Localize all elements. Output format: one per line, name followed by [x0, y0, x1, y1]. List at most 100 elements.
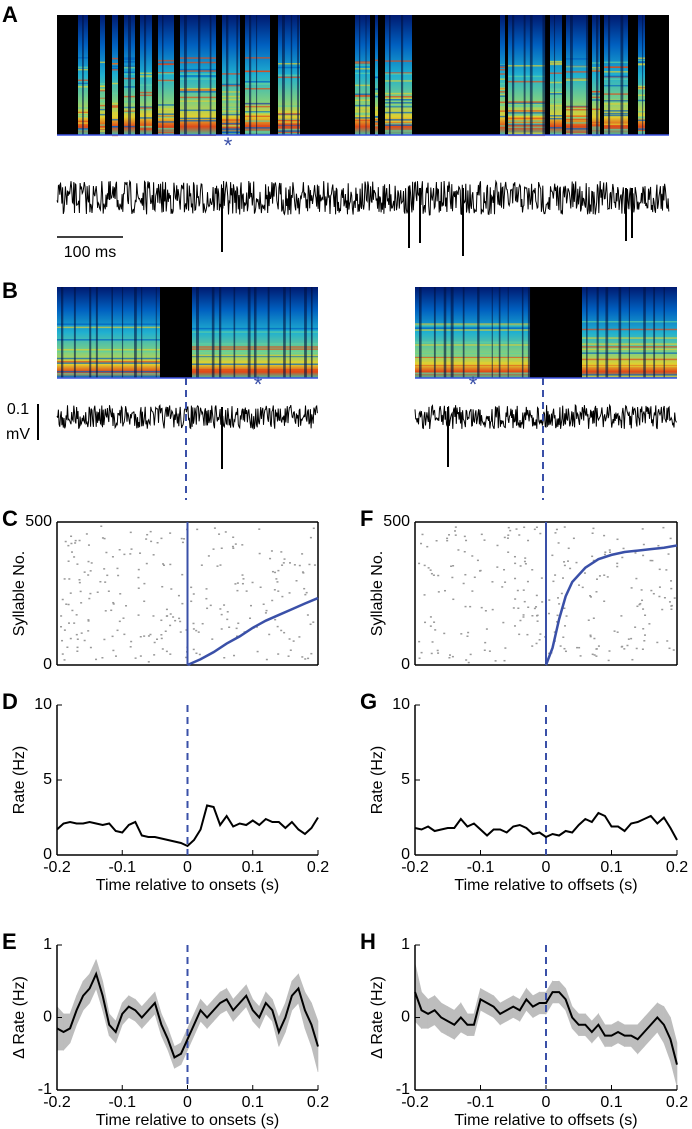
raster-tick	[134, 657, 137, 659]
x-tick-label: -0.1	[108, 859, 136, 876]
spectrogram-band	[57, 357, 160, 360]
spectrogram-band	[508, 126, 545, 129]
spectrogram-band	[566, 78, 588, 81]
raster-tick	[116, 567, 119, 570]
raster-tick	[515, 528, 518, 530]
y-tick-label: -1	[38, 1081, 52, 1098]
raster-tick	[216, 565, 219, 567]
spectrogram-band	[500, 88, 505, 90]
raster-tick	[190, 586, 193, 589]
y-tick-label: -1	[396, 1081, 410, 1098]
raster-tick	[504, 581, 507, 583]
raster-tick	[192, 593, 195, 595]
raster-tick	[156, 638, 159, 641]
y-axis-label: Syllable No.	[11, 551, 28, 636]
raster-tick	[192, 622, 195, 625]
spectrogram-band	[638, 57, 645, 59]
spectrogram-band	[500, 78, 505, 80]
y-tick-label: 0	[401, 1009, 410, 1026]
spectrogram-band	[550, 104, 562, 107]
raster-tick	[448, 654, 451, 656]
raster-tick	[304, 593, 307, 596]
spectrogram-band	[180, 119, 216, 122]
raster-tick	[541, 601, 544, 603]
spectrogram-band	[385, 72, 412, 74]
raster-tick	[309, 623, 312, 626]
spectrogram-band	[57, 359, 160, 361]
spectrogram-band	[57, 375, 160, 378]
raster-tick	[288, 562, 291, 564]
y-tick-label: 0	[401, 846, 410, 863]
raster-tick	[104, 610, 107, 612]
raster-tick	[169, 653, 172, 655]
raster-tick	[139, 552, 142, 554]
raster-tick	[63, 659, 66, 661]
spectrogram-band	[375, 76, 378, 79]
raster-tick	[129, 553, 132, 555]
raster-tick	[670, 605, 673, 607]
spectrogram-band	[415, 324, 530, 327]
raster-tick	[432, 574, 435, 576]
y-axis-label: Δ Rate (Hz)	[369, 976, 386, 1059]
x-tick-label: -0.1	[467, 859, 495, 876]
raster-tick	[452, 598, 455, 601]
spectrogram-band	[278, 128, 300, 131]
raster-tick	[312, 621, 315, 623]
spectrogram-band	[508, 114, 545, 116]
spectrogram-band	[355, 68, 370, 70]
spectrogram-band	[566, 117, 588, 119]
raster-tick	[641, 648, 644, 650]
raster-tick	[237, 622, 240, 625]
x-tick-label: 0.2	[666, 859, 688, 876]
spectrogram-band	[180, 70, 216, 72]
spectrogram-gap	[226, 15, 229, 135]
spectrogram-band	[638, 119, 645, 122]
raster-tick	[201, 622, 204, 625]
raster-tick	[666, 640, 669, 642]
raster-tick	[170, 588, 173, 590]
spectrogram-band	[375, 59, 378, 62]
spectrogram-band	[245, 125, 270, 127]
raster-tick	[281, 564, 284, 566]
raster-tick	[301, 656, 304, 658]
raster-tick	[164, 630, 167, 633]
spectrogram-syllable	[112, 15, 118, 135]
raster-tick	[232, 547, 235, 550]
raster-tick	[78, 579, 81, 581]
raster-tick	[509, 529, 512, 532]
spectrogram-band	[385, 102, 412, 104]
raster-tick	[488, 650, 491, 652]
raster-tick	[522, 589, 525, 591]
raster-tick	[552, 580, 555, 583]
raster-tick	[558, 603, 561, 605]
x-tick-label: 0.2	[666, 1094, 688, 1111]
raster-tick	[514, 562, 517, 565]
raster-tick	[523, 526, 526, 529]
spectrogram-gap	[121, 287, 124, 378]
x-axis-label: Time relative to offsets (s)	[454, 1112, 637, 1129]
spectrogram-band	[508, 117, 545, 120]
raster-tick	[298, 564, 301, 567]
spectrogram-band	[415, 341, 530, 343]
raster-tick	[527, 606, 530, 609]
raster-tick	[463, 535, 466, 538]
spectrogram-band	[375, 107, 378, 109]
scale-bar-label: 100 ms	[64, 244, 116, 261]
raster-tick	[465, 659, 468, 661]
raster-tick	[207, 555, 210, 557]
spectrogram-band	[508, 113, 545, 115]
raster-tick	[143, 600, 146, 603]
spectrogram-band	[566, 108, 588, 111]
raster-tick	[160, 619, 163, 622]
raster-tick	[310, 652, 313, 655]
spectrogram-band	[57, 371, 160, 374]
spectrogram-band	[158, 115, 174, 118]
spectrogram-syllable	[355, 15, 370, 135]
raster-tick	[616, 565, 619, 568]
spectrogram-band	[245, 131, 270, 133]
raster-tick	[116, 629, 119, 632]
spectrogram-band	[222, 125, 240, 127]
spectrogram-band	[566, 118, 588, 121]
spectrogram-band	[112, 112, 118, 114]
spectrogram-band	[245, 80, 270, 83]
